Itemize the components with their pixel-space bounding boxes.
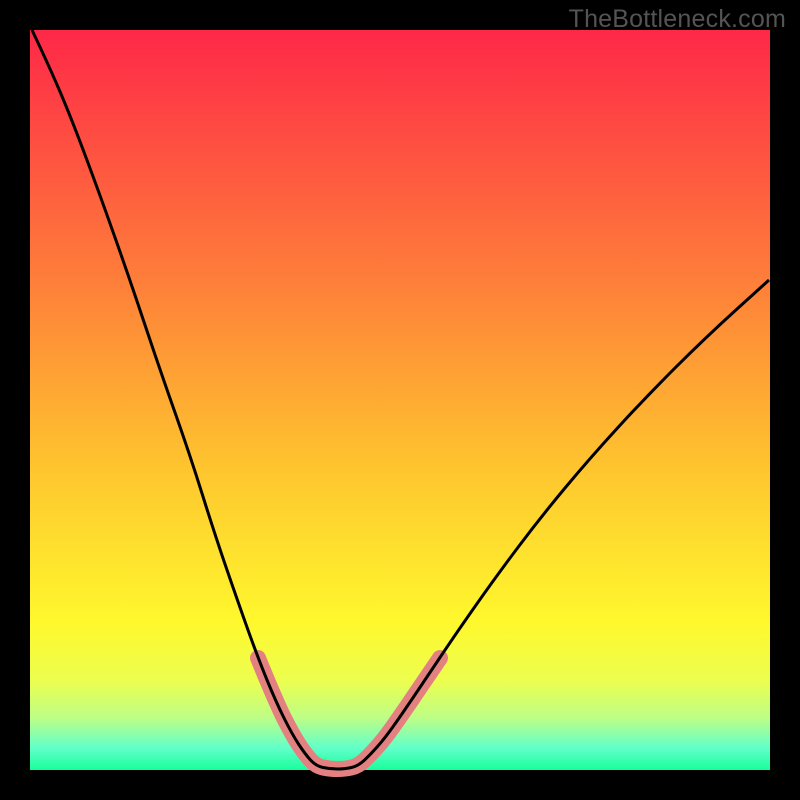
valley-band bbox=[258, 658, 440, 769]
watermark-text: TheBottleneck.com bbox=[569, 5, 786, 34]
bottleneck-curve bbox=[0, 0, 800, 800]
chart-container: TheBottleneck.com bbox=[0, 0, 800, 800]
curve-path bbox=[32, 30, 769, 769]
